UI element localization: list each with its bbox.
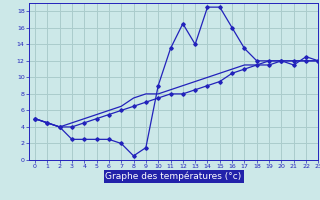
X-axis label: Graphe des températures (°c): Graphe des températures (°c) — [106, 172, 242, 181]
